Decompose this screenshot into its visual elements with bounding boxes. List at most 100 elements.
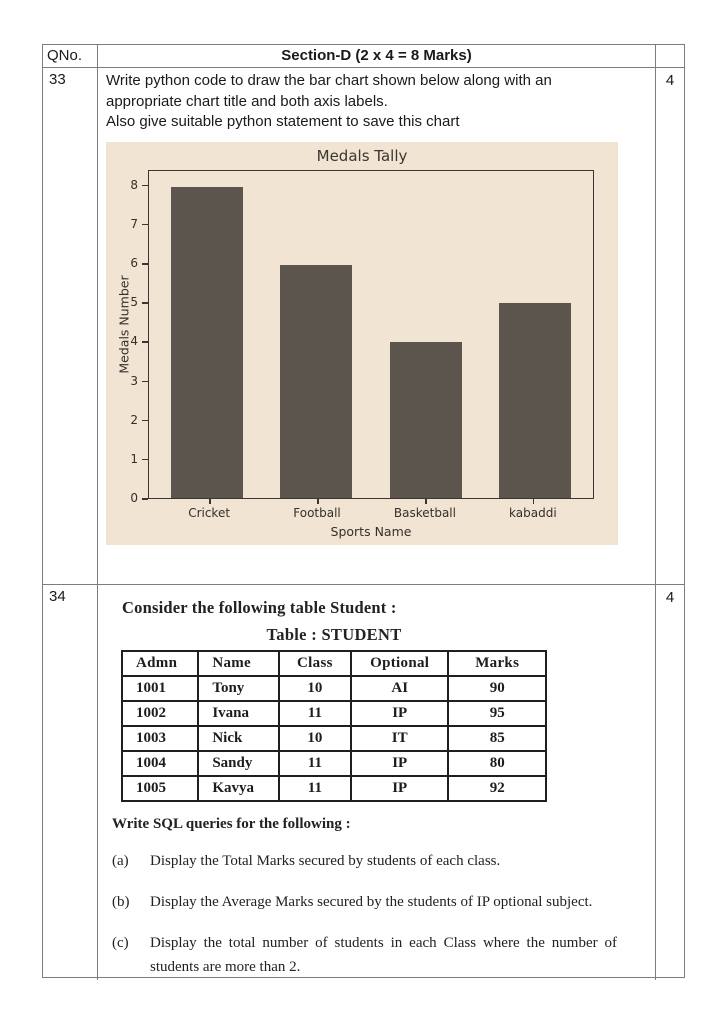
y-tick-label-5: 5 xyxy=(130,295,138,310)
question-33-content: Write python code to draw the bar chart … xyxy=(98,68,656,584)
x-tick-label-kabaddi: kabaddi xyxy=(497,499,568,529)
marks-column-header xyxy=(656,45,684,67)
sql-query-list: (a) Display the Total Marks secured by st… xyxy=(98,849,645,980)
question-33-marks: 4 xyxy=(665,72,675,89)
y-tick-label-0: 0 xyxy=(130,491,138,506)
question-34-content: Consider the following table Student : T… xyxy=(98,585,656,980)
chart-bars xyxy=(149,171,593,499)
question-33-line-1: Write python code to draw the bar chart … xyxy=(106,72,552,89)
bar-cricket xyxy=(171,186,244,499)
question-33-line-2: appropriate chart title and both axis la… xyxy=(106,92,388,110)
student-col-header-class: Class xyxy=(277,650,352,677)
x-tick-label-basketball: Basketball xyxy=(389,499,460,529)
student-cell: 80 xyxy=(447,750,547,777)
section-title: Section-D (2 x 4 = 8 Marks) xyxy=(98,45,656,67)
question-paper-table: QNo. Section-D (2 x 4 = 8 Marks) 33 Writ… xyxy=(42,44,685,980)
chart-title: Medals Tally xyxy=(316,147,408,166)
student-cell: IP xyxy=(349,700,450,727)
chart-x-tick-labels: Cricket Football Basketball kabaddi xyxy=(148,499,594,529)
question-34-marks: 4 xyxy=(665,589,675,606)
student-cell: Kavya xyxy=(197,775,280,802)
question-34-intro: Consider the following table Student : xyxy=(122,598,397,617)
question-33-line-3: Also give suitable python statement to s… xyxy=(106,113,460,131)
student-table-block: Table : STUDENT Admn Name Class Optional Mar… xyxy=(120,625,547,802)
y-tick-mark xyxy=(142,498,148,500)
student-row: 1004 Sandy 11 IP 80 xyxy=(120,750,547,777)
x-tick-mark xyxy=(209,499,211,505)
y-tick-label-6: 6 xyxy=(130,256,138,271)
student-cell: 1002 xyxy=(120,700,200,727)
student-cell: 1003 xyxy=(120,725,200,752)
chart-plot-area xyxy=(148,170,594,500)
bar-kabaddi xyxy=(498,303,571,499)
bar-football xyxy=(280,264,353,499)
medals-bar-chart: Medals Tally Medals Number Cricket Footba… xyxy=(106,142,618,546)
student-col-header-marks: Marks xyxy=(447,650,547,677)
student-cell: IP xyxy=(349,775,450,802)
student-row: 1001 Tony 10 AI 90 xyxy=(120,675,547,702)
student-row: 1002 Ivana 11 IP 95 xyxy=(120,700,547,727)
chart-x-axis-label: Sports Name xyxy=(330,524,412,540)
y-tick-mark xyxy=(142,419,148,422)
student-cell: Ivana xyxy=(197,700,280,727)
x-tick-mark xyxy=(317,499,319,505)
student-cell: 1005 xyxy=(120,775,200,802)
y-tick-mark xyxy=(142,458,148,461)
student-cell: 11 xyxy=(277,750,352,777)
question-33-row: 33 Write python code to draw the bar cha… xyxy=(43,67,684,584)
student-col-header-admn: Admn xyxy=(120,650,200,677)
y-tick-label-8: 8 xyxy=(130,177,138,192)
student-cell: 1004 xyxy=(120,750,200,777)
chart-y-axis-label: Medals Number xyxy=(116,275,132,374)
question-33-number: 33 xyxy=(43,68,98,584)
y-tick-mark xyxy=(142,302,148,304)
student-cell: 95 xyxy=(447,700,547,727)
sql-item-label: (c) xyxy=(112,934,129,951)
student-cell: 1001 xyxy=(120,675,200,702)
student-header-row: Admn Name Class Optional Marks xyxy=(120,650,547,677)
question-34-row: 34 Consider the following table Student … xyxy=(43,584,684,980)
student-cell: 85 xyxy=(447,725,547,752)
y-tick-mark xyxy=(142,263,148,265)
student-col-header-optional: Optional xyxy=(349,650,450,677)
y-tick-mark xyxy=(142,380,148,383)
student-cell: IP xyxy=(349,750,450,777)
y-tick-mark xyxy=(142,223,148,226)
y-tick-label-1: 1 xyxy=(130,451,138,466)
section-header-row: QNo. Section-D (2 x 4 = 8 Marks) xyxy=(43,45,684,67)
student-cell: 90 xyxy=(447,675,547,702)
student-col-header-name: Name xyxy=(197,650,280,677)
y-tick-label-3: 3 xyxy=(130,373,138,388)
sql-queries-heading: Write SQL queries for the following : xyxy=(112,816,351,832)
sql-item-label: (b) xyxy=(112,893,130,910)
student-cell: 10 xyxy=(277,725,352,752)
y-tick-mark xyxy=(142,341,148,343)
x-tick-label-cricket: Cricket xyxy=(174,499,245,529)
qno-column-header: QNo. xyxy=(43,45,98,67)
student-table: Admn Name Class Optional Marks 1001 Tony 10 AI 90… xyxy=(120,650,547,802)
student-cell: IT xyxy=(349,725,450,752)
sql-item-text: Display the Average Marks secured by the… xyxy=(150,893,593,910)
sql-item-text: Display the Total Marks secured by stude… xyxy=(150,853,501,869)
sql-item-label: (a) xyxy=(112,853,129,869)
student-cell: 10 xyxy=(277,675,352,702)
student-row: 1003 Nick 10 IT 85 xyxy=(120,725,547,752)
student-cell: 11 xyxy=(277,700,352,727)
x-tick-label-football: Football xyxy=(282,499,353,529)
student-cell: AI xyxy=(349,675,450,702)
student-cell: Sandy xyxy=(197,750,280,777)
y-tick-label-4: 4 xyxy=(130,334,138,349)
y-tick-label-7: 7 xyxy=(130,216,138,231)
question-34-number: 34 xyxy=(43,585,98,980)
x-tick-mark xyxy=(532,499,535,505)
student-cell: 11 xyxy=(277,775,352,802)
sql-item-a: (a) Display the Total Marks secured by st… xyxy=(112,849,645,874)
sql-item-b: (b) Display the Average Marks secured by … xyxy=(112,890,645,915)
student-cell: Tony xyxy=(197,675,280,702)
student-table-title: Table : STUDENT xyxy=(266,625,402,644)
student-cell: 92 xyxy=(447,775,547,802)
student-cell: Nick xyxy=(197,725,280,752)
y-tick-label-2: 2 xyxy=(130,412,138,427)
bar-basketball xyxy=(389,342,462,499)
